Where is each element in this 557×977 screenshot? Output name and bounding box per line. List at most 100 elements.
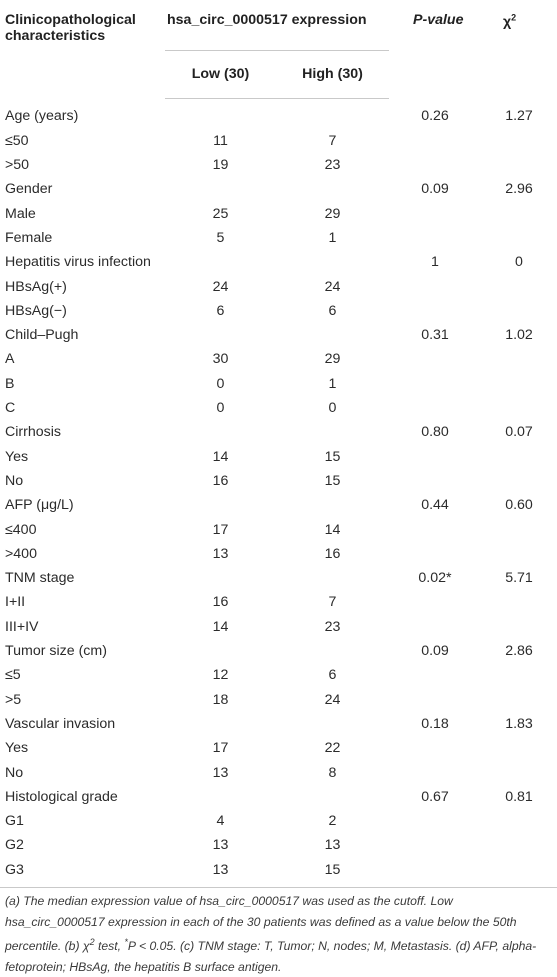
table-row: Hepatitis virus infection 1 0 bbox=[0, 250, 557, 274]
table-row: Histological grade 0.67 0.81 bbox=[0, 785, 557, 809]
row-p-value bbox=[389, 542, 481, 566]
header-subrow: Low (30) High (30) bbox=[0, 49, 557, 99]
row-chi-value bbox=[481, 663, 557, 687]
row-label: Child–Pugh bbox=[5, 327, 79, 344]
header-characteristics: Clinicopathological characteristics bbox=[5, 12, 136, 44]
row-chi-value: 2.86 bbox=[505, 643, 533, 660]
row-p-value: 1 bbox=[431, 254, 439, 271]
row-p-value: 0.67 bbox=[421, 788, 449, 805]
row-p-value: 0.44 bbox=[421, 497, 449, 514]
row-p-value bbox=[389, 396, 481, 420]
row-label: Cirrhosis bbox=[5, 424, 61, 441]
row-high-value bbox=[276, 785, 389, 809]
row-label: Hepatitis virus infection bbox=[5, 254, 151, 271]
row-chi-value bbox=[481, 518, 557, 542]
table-row: Male 25 29 bbox=[0, 202, 557, 226]
table-footnote: (a) The median expression value of hsa_c… bbox=[5, 894, 537, 974]
table-row: TNM stage 0.02* 5.71 bbox=[0, 566, 557, 590]
row-label: Female bbox=[5, 229, 53, 246]
row-chi-value bbox=[481, 858, 557, 882]
header-chi-text: χ2 bbox=[503, 12, 517, 30]
row-p-value bbox=[389, 445, 481, 469]
table-row: AFP (μg/L) 0.44 0.60 bbox=[0, 493, 557, 517]
table-row: C 0 0 bbox=[0, 396, 557, 420]
row-high-value bbox=[276, 250, 389, 274]
row-high-value: 16 bbox=[324, 545, 341, 562]
row-p-value bbox=[389, 761, 481, 785]
table-row: Female 5 1 bbox=[0, 226, 557, 250]
row-p-value: 0.09 bbox=[421, 643, 449, 660]
table-row: No 16 15 bbox=[0, 469, 557, 493]
row-low-value: 17 bbox=[212, 521, 229, 538]
row-low-value: 19 bbox=[212, 157, 229, 174]
row-label: Male bbox=[5, 205, 36, 222]
row-low-value: 25 bbox=[212, 205, 229, 222]
row-chi-value: 1.27 bbox=[505, 108, 533, 125]
row-chi-value bbox=[481, 590, 557, 614]
row-high-value: 22 bbox=[324, 740, 341, 757]
row-low-value: 30 bbox=[212, 351, 229, 368]
row-chi-value: 2.96 bbox=[505, 181, 533, 198]
header-chi-square: χ2 bbox=[481, 0, 557, 98]
row-label: A bbox=[5, 351, 15, 368]
row-chi-value bbox=[481, 736, 557, 760]
row-label: I+II bbox=[5, 594, 26, 611]
row-p-value: 0.31 bbox=[421, 327, 449, 344]
row-high-value bbox=[276, 177, 389, 201]
row-high-value: 14 bbox=[324, 521, 341, 538]
row-high-value bbox=[276, 639, 389, 663]
row-label: Yes bbox=[5, 448, 29, 465]
row-high-value bbox=[276, 566, 389, 590]
row-label: No bbox=[5, 472, 24, 489]
row-high-value: 1 bbox=[328, 375, 337, 392]
row-label: C bbox=[5, 400, 16, 417]
row-chi-value bbox=[481, 347, 557, 371]
table-row: III+IV 14 23 bbox=[0, 615, 557, 639]
row-high-value bbox=[276, 323, 389, 347]
row-low-value bbox=[165, 639, 276, 663]
row-high-value: 7 bbox=[328, 132, 337, 149]
table-row: >5 18 24 bbox=[0, 688, 557, 712]
row-p-value bbox=[389, 809, 481, 833]
row-p-value bbox=[389, 299, 481, 323]
row-low-value bbox=[165, 566, 276, 590]
row-chi-value bbox=[481, 688, 557, 712]
row-low-value: 14 bbox=[212, 618, 229, 635]
row-label: G1 bbox=[5, 813, 24, 830]
table-row: >400 13 16 bbox=[0, 542, 557, 566]
row-high-value: 0 bbox=[328, 400, 337, 417]
row-p-value bbox=[389, 372, 481, 396]
row-label: HBsAg(−) bbox=[5, 302, 67, 319]
row-chi-value: 0.81 bbox=[505, 788, 533, 805]
row-label: Tumor size (cm) bbox=[5, 643, 107, 660]
table-row: ≤400 17 14 bbox=[0, 518, 557, 542]
row-high-value: 15 bbox=[324, 861, 341, 878]
row-low-value bbox=[165, 98, 276, 129]
row-p-value bbox=[389, 469, 481, 493]
table-row: HBsAg(+) 24 24 bbox=[0, 275, 557, 299]
table-row: >50 19 23 bbox=[0, 153, 557, 177]
row-p-value bbox=[389, 518, 481, 542]
row-chi-value bbox=[481, 445, 557, 469]
row-chi-value bbox=[481, 202, 557, 226]
row-low-value: 16 bbox=[212, 472, 229, 489]
row-chi-value bbox=[481, 129, 557, 153]
table-row: Gender 0.09 2.96 bbox=[0, 177, 557, 201]
row-high-value: 24 bbox=[324, 691, 341, 708]
clinicopathological-table: Clinicopathological characteristics hsa_… bbox=[0, 0, 557, 882]
row-low-value bbox=[165, 493, 276, 517]
row-label: No bbox=[5, 764, 24, 781]
row-label: HBsAg(+) bbox=[5, 278, 67, 295]
row-chi-value bbox=[481, 275, 557, 299]
row-p-value bbox=[389, 129, 481, 153]
row-label: >400 bbox=[5, 545, 37, 562]
row-p-value bbox=[389, 663, 481, 687]
row-p-value: 0.09 bbox=[421, 181, 449, 198]
table-row: Age (years) 0.26 1.27 bbox=[0, 98, 557, 129]
row-low-value bbox=[165, 323, 276, 347]
row-low-value: 13 bbox=[212, 837, 229, 854]
row-low-value: 0 bbox=[216, 400, 225, 417]
row-low-value bbox=[165, 712, 276, 736]
row-p-value bbox=[389, 858, 481, 882]
